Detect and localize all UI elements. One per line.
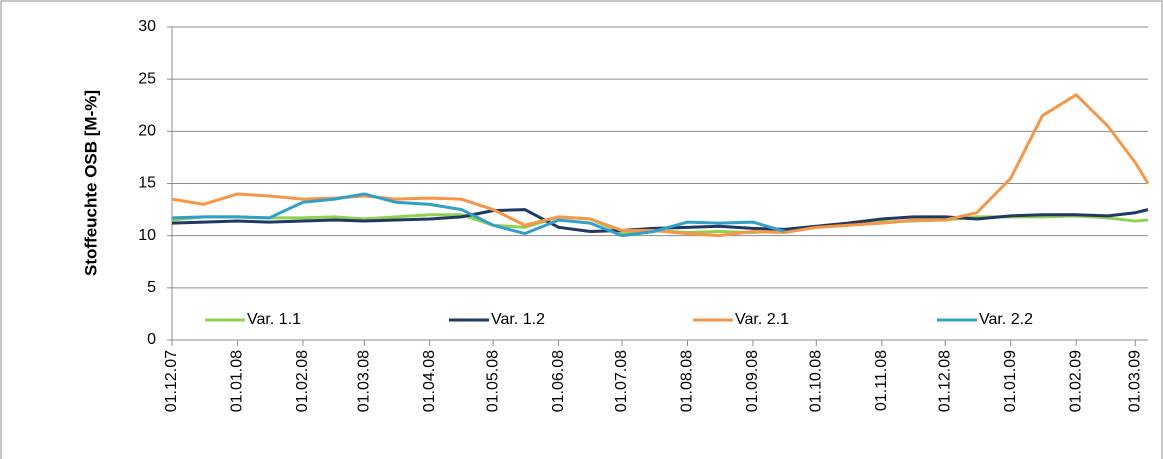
legend-label: Var. 2.2 [979,311,1033,328]
y-tick-label: 10 [138,227,156,244]
x-tick-label: 01.11.08 [873,350,890,411]
series-line [171,192,786,238]
x-tick-label: 01.02.09 [1067,350,1084,412]
x-tick-label: 01.03.08 [355,350,372,412]
x-tick-label: 01.05.08 [484,350,501,412]
x-tick-label: 01.03.09 [1127,350,1144,412]
y-tick-label: 25 [138,70,156,87]
x-tick-label: 01.10.08 [808,350,825,412]
x-tick-label: 01.07.08 [613,350,630,412]
y-tick-label: 15 [138,175,156,192]
legend-label: Var. 1.2 [491,311,545,328]
y-tick-label: 5 [147,279,156,296]
x-tick-label: 01.08.08 [679,350,696,412]
y-axis-label: Stoffeuchte OSB [M-%] [81,90,100,276]
x-tick-label: 01.12.08 [936,350,953,412]
y-tick-label: 20 [138,123,156,140]
x-tick-label: 01.02.08 [294,350,311,412]
x-tick-label: 01.01.09 [1002,350,1019,412]
x-tick-label: 01.06.08 [550,350,567,412]
x-tick-label: 01.01.08 [229,350,246,412]
x-tick-label: 01.12.07 [163,350,180,412]
x-tick-label: 01.09.08 [744,350,761,412]
x-tick-label: 01.04.08 [421,350,438,412]
y-tick-label: 0 [147,331,156,348]
y-tick-label: 30 [138,18,156,35]
series-line [171,93,1150,238]
legend-label: Var. 1.1 [247,311,301,328]
legend-label: Var. 2.1 [735,311,789,328]
